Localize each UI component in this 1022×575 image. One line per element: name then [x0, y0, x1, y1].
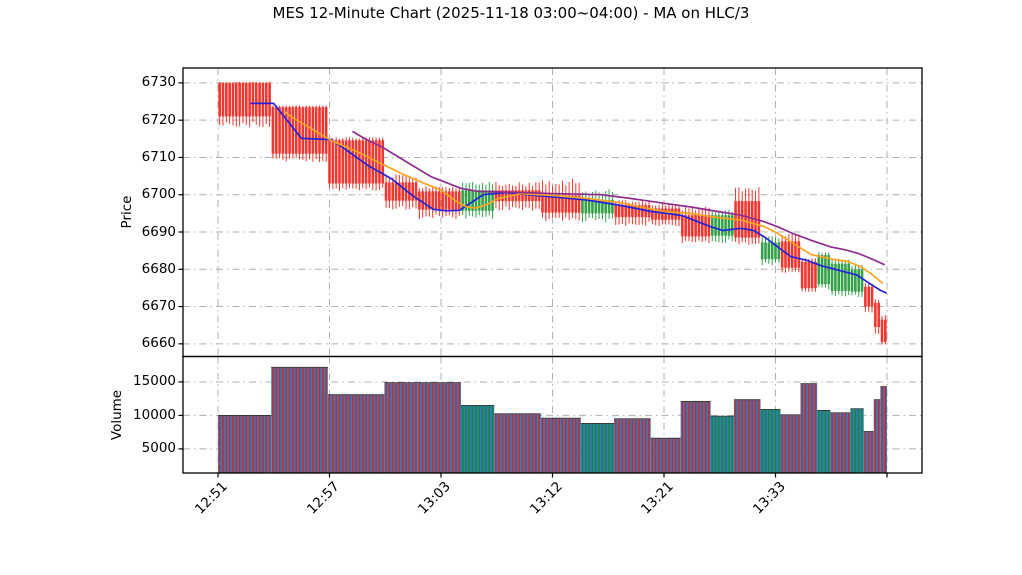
volume-tick-label: 10000 [133, 406, 176, 423]
volume-axis-label: Volume [109, 389, 125, 441]
price-tick-label: 6670 [141, 298, 176, 315]
price-tick-label: 6660 [141, 335, 176, 352]
price-tick-label: 6720 [141, 111, 176, 128]
price-tick-label: 6700 [141, 186, 176, 203]
volume-tick-label: 5000 [141, 440, 176, 457]
price-tick-label: 6730 [141, 74, 176, 91]
price-tick-label: 6690 [141, 223, 176, 240]
price-tick-label: 6710 [141, 148, 176, 165]
price-tick-label: 6680 [141, 260, 176, 277]
price-axis-label: Price [119, 195, 135, 229]
volume-tick-label: 15000 [133, 373, 176, 390]
chart-title: MES 12-Minute Chart (2025-11-18 03:00~04… [272, 4, 750, 22]
